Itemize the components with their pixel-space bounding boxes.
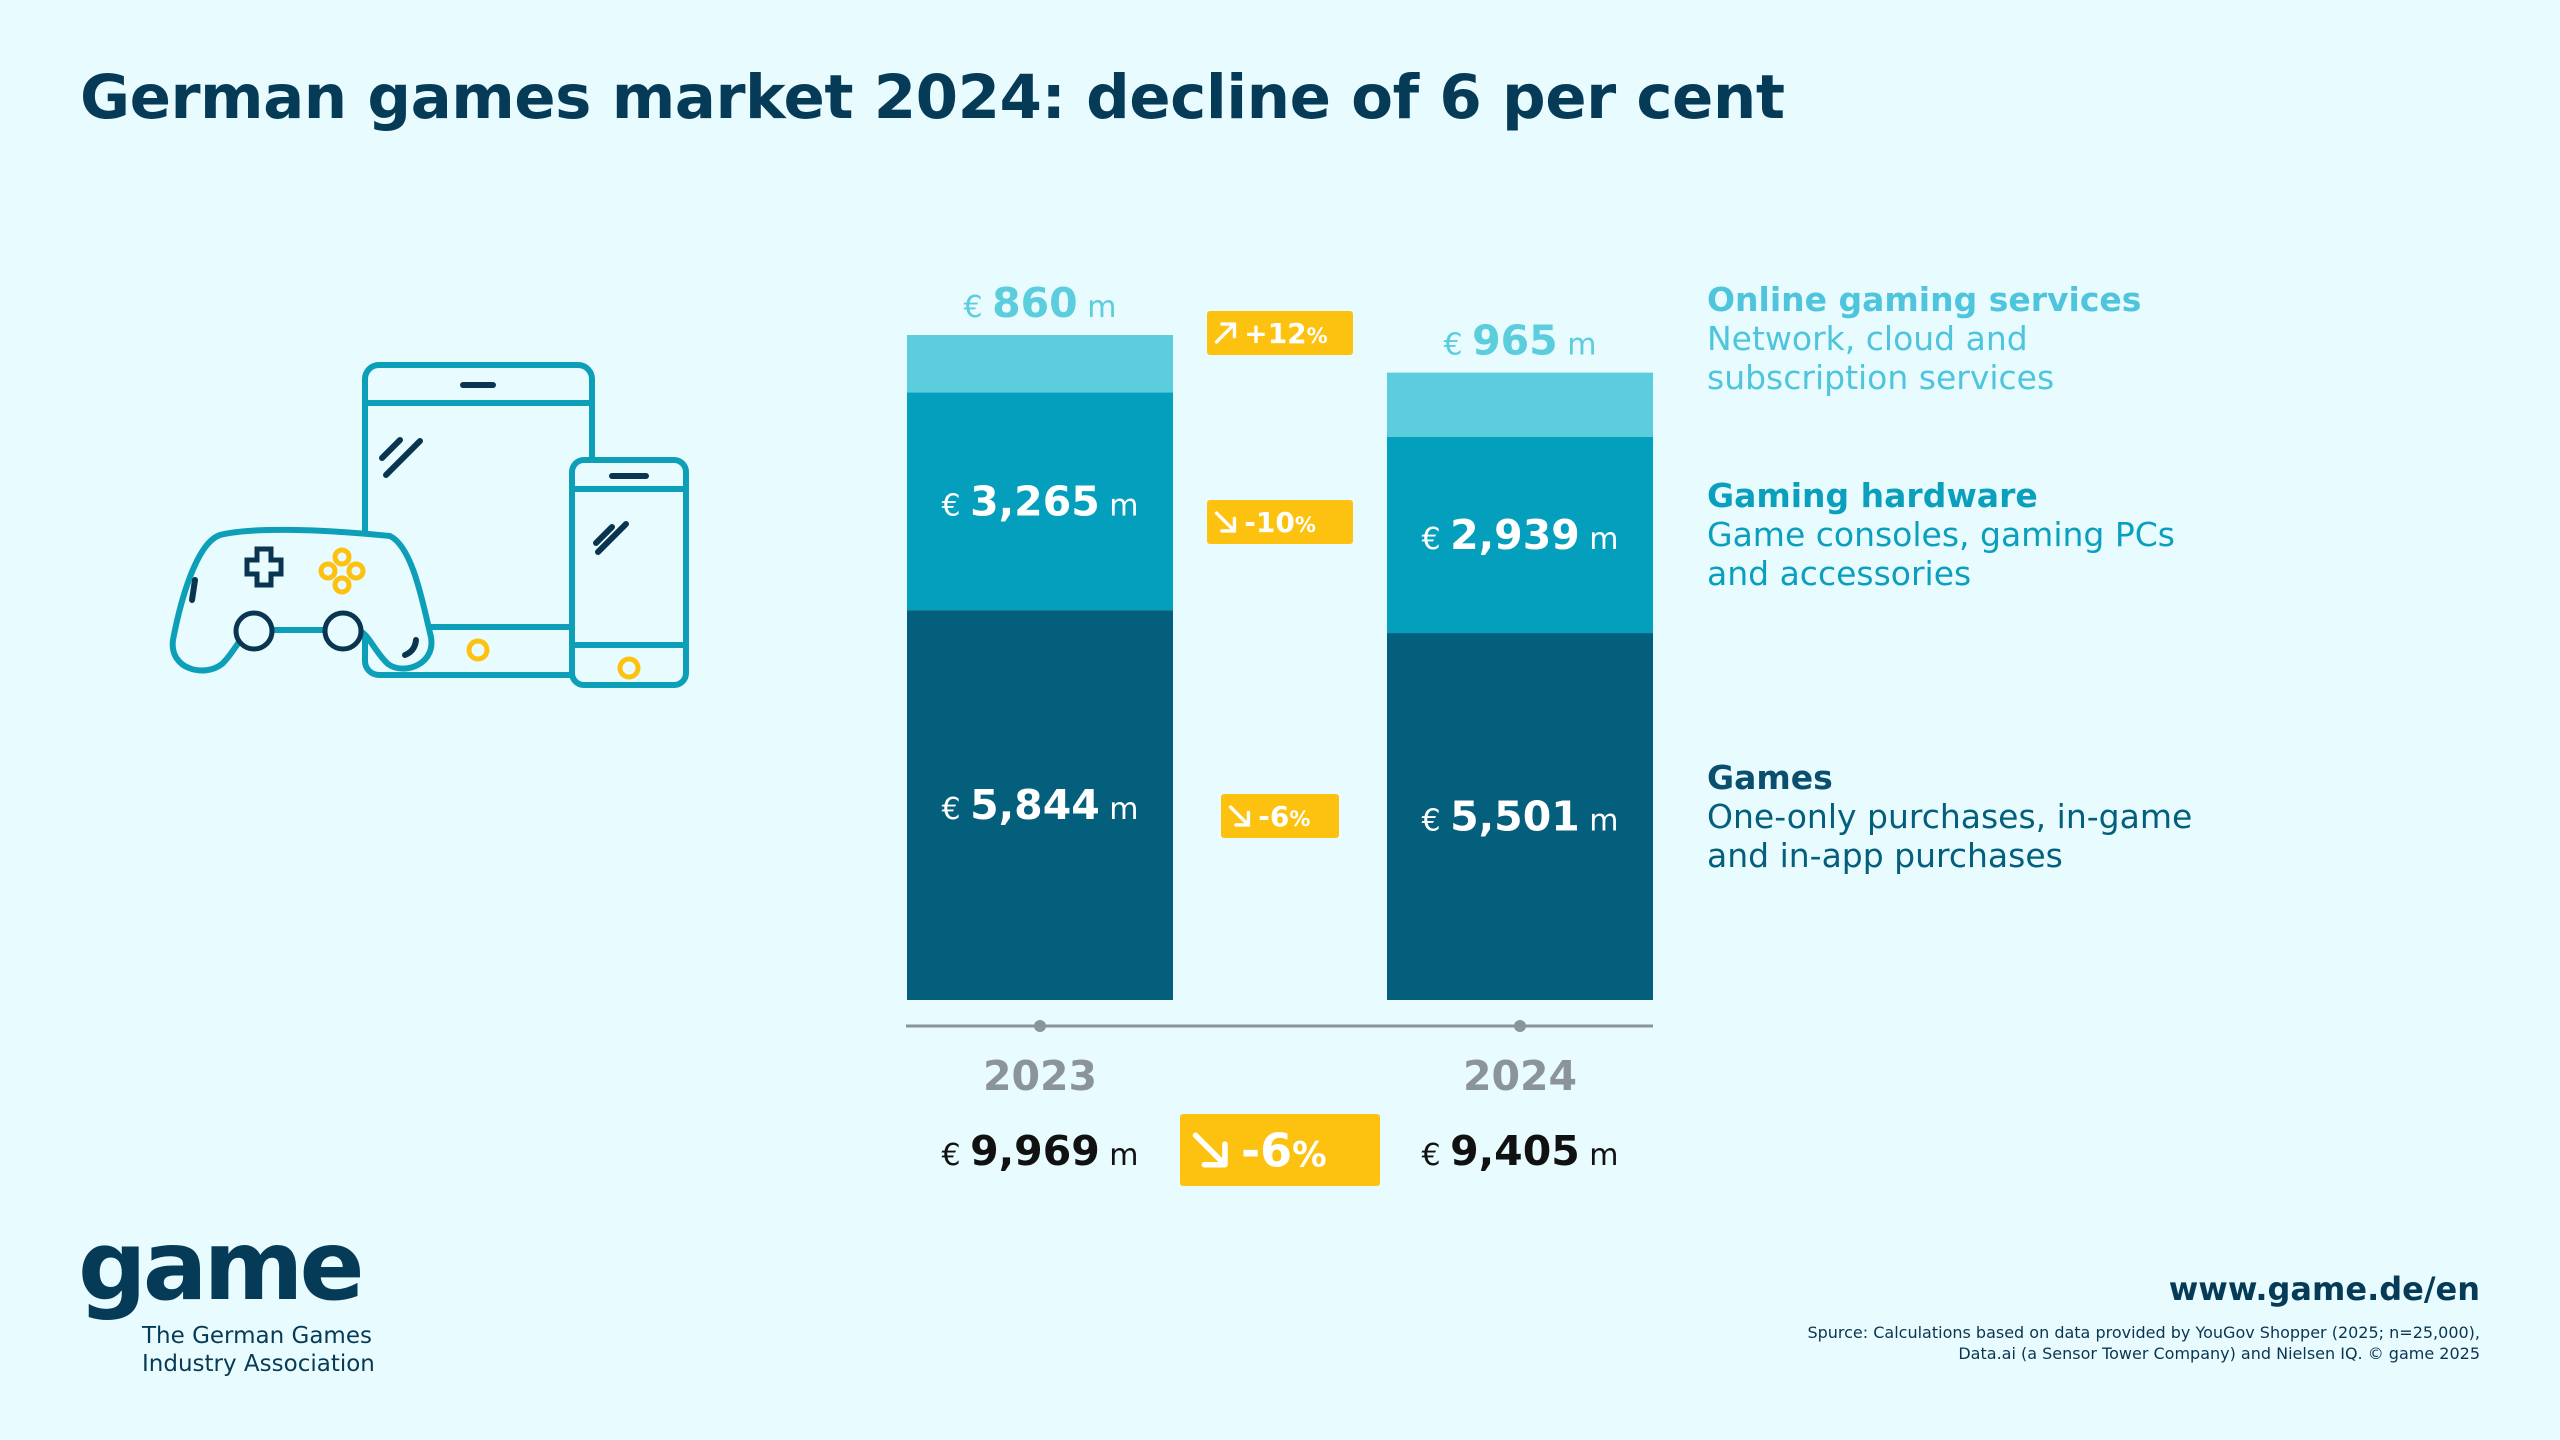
badge-background [1180,1114,1380,1186]
bar-segment [1387,633,1653,1000]
currency-symbol: € [941,792,970,827]
x-axis-tick [1034,1020,1046,1032]
bar-value-label: € 2,939 m [1421,511,1618,559]
legend-description-line: One-only purchases, in-game [1707,797,2193,836]
gamepad-icon [169,526,435,674]
badge-label: -10% [1244,506,1316,539]
game-logo: game The German Games Industry Associati… [78,1218,375,1378]
legend-description-line: Game consoles, gaming PCs [1707,515,2175,554]
currency-symbol: € [1421,804,1450,839]
bar-segment [1387,436,1653,634]
change-value: -10 [1244,506,1295,539]
bar-segment [907,610,1173,1000]
source-line: Spurce: Calculations based on data provi… [1807,1323,2480,1342]
percent-sign: % [1307,324,1328,348]
change-value: +12 [1244,317,1306,350]
source-note: Spurce: Calculations based on data provi… [1780,1322,2480,1364]
value-number: 965 [1472,317,1558,365]
legend-title: Online gaming services [1707,280,2142,319]
legend-description-line: Network, cloud and [1707,319,2028,358]
change-value: -6 [1241,1124,1292,1178]
currency-symbol: € [1421,522,1450,557]
value-number: 860 [992,279,1078,327]
unit-label: m [1078,290,1117,325]
currency-symbol: € [941,1138,970,1173]
x-axis-tick [1514,1020,1526,1032]
unit-label: m [1100,792,1139,827]
value-number: 9,405 [1450,1127,1580,1175]
bar-value-label: € 5,501 m [1421,793,1618,841]
legend-description-line: and in-app purchases [1707,836,2063,875]
badge-background [1207,500,1353,544]
value-number: 3,265 [970,477,1100,525]
legend-description-line: and accessories [1707,554,1972,593]
smartphone-icon [569,457,689,688]
badge-background [1221,794,1339,838]
currency-symbol: € [1444,328,1473,363]
change-badge: -6% [1221,794,1339,838]
unit-label: m [1580,1138,1619,1173]
legend-description-line: subscription services [1707,358,2055,397]
unit-label: m [1580,804,1619,839]
bar-segment [1387,372,1653,437]
percent-sign: % [1292,1136,1327,1176]
bar-segment [907,335,1173,393]
change-badge: -10% [1207,500,1353,544]
currency-symbol: € [964,290,993,325]
logo-subtitle-line: Industry Association [142,1351,375,1377]
unit-label: m [1100,1138,1139,1173]
bar-value-label: € 965 m [1444,317,1597,365]
badge-background [1207,311,1353,355]
total-value-label: € 9,405 m [1421,1127,1618,1175]
x-tick-label: 2023 [983,1052,1097,1100]
value-number: 5,501 [1450,793,1580,841]
legend-title: Gaming hardware [1707,476,2038,515]
website-link[interactable]: www.game.de/en [2168,1270,2480,1308]
value-number: 9,969 [970,1127,1100,1175]
bar-value-label: € 3,265 m [941,477,1138,525]
legend-gaming-hardware: Gaming hardware Game consoles, gaming PC… [1707,476,2175,593]
arrow-down-right-icon [1192,1132,1228,1168]
bar-segment [907,392,1173,611]
logo-wordmark: game [78,1210,365,1322]
arrow-down-right-icon [1228,805,1251,827]
total-value-label: € 9,969 m [941,1127,1138,1175]
x-tick-label: 2024 [1463,1052,1577,1100]
bar-value-label: € 860 m [964,279,1117,327]
value-number: 5,844 [970,781,1100,829]
percent-sign: % [1289,807,1310,831]
change-value: -6 [1258,800,1289,833]
value-number: 2,939 [1450,511,1580,559]
unit-label: m [1558,328,1597,363]
unit-label: m [1100,488,1139,523]
logo-subtitle-line: The German Games [142,1323,372,1349]
percent-sign: % [1295,513,1316,537]
legend-title: Games [1707,758,1833,797]
bar-value-label: € 5,844 m [941,781,1138,829]
badge-label: -6% [1241,1124,1327,1178]
unit-label: m [1580,522,1619,557]
legend-games: Games One-only purchases, in-game and in… [1707,758,2192,875]
badge-label: -6% [1258,800,1310,833]
currency-symbol: € [941,488,970,523]
page-title: German games market 2024: decline of 6 p… [80,62,1785,133]
source-line: Data.ai (a Sensor Tower Company) and Nie… [1958,1344,2480,1363]
arrow-up-right-icon [1214,322,1237,344]
change-badge: +12% [1207,311,1353,355]
devices-illustration [169,362,689,688]
arrow-down-right-icon [1214,511,1237,533]
change-badge: -6% [1180,1114,1380,1186]
legend-online-gaming-services: Online gaming services Network, cloud an… [1707,280,2141,397]
badge-label: +12% [1244,317,1327,350]
currency-symbol: € [1421,1138,1450,1173]
